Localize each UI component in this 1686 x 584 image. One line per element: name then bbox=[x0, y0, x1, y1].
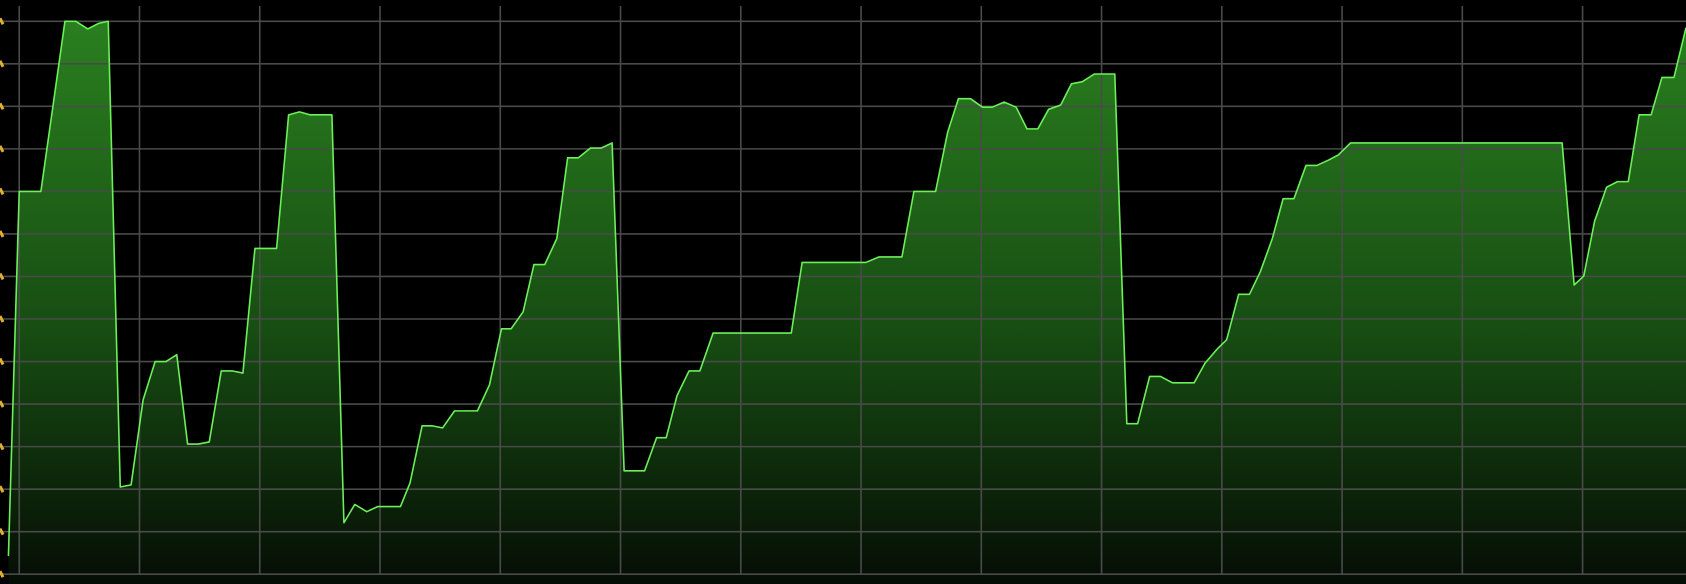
y-tick-mark bbox=[0, 145, 5, 153]
area-fill bbox=[8, 21, 1686, 584]
y-tick-mark bbox=[0, 60, 5, 68]
y-tick-mark bbox=[0, 400, 5, 408]
y-tick-mark bbox=[0, 272, 5, 281]
y-tick-mark bbox=[0, 230, 5, 238]
area-line bbox=[7, 20, 1686, 556]
y-tick-mark bbox=[0, 17, 5, 25]
y-tick-mark bbox=[0, 187, 5, 196]
y-tick-mark bbox=[0, 102, 5, 111]
y-tick-mark bbox=[0, 315, 5, 323]
y-tick-mark bbox=[0, 570, 5, 578]
y-tick-mark bbox=[0, 357, 5, 366]
y-tick-mark bbox=[0, 485, 5, 493]
y-tick-mark bbox=[0, 442, 5, 451]
y-tick-mark bbox=[0, 528, 5, 536]
